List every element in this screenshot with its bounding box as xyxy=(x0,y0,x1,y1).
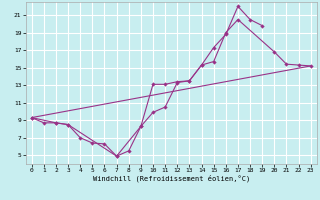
X-axis label: Windchill (Refroidissement éolien,°C): Windchill (Refroidissement éolien,°C) xyxy=(92,175,250,182)
